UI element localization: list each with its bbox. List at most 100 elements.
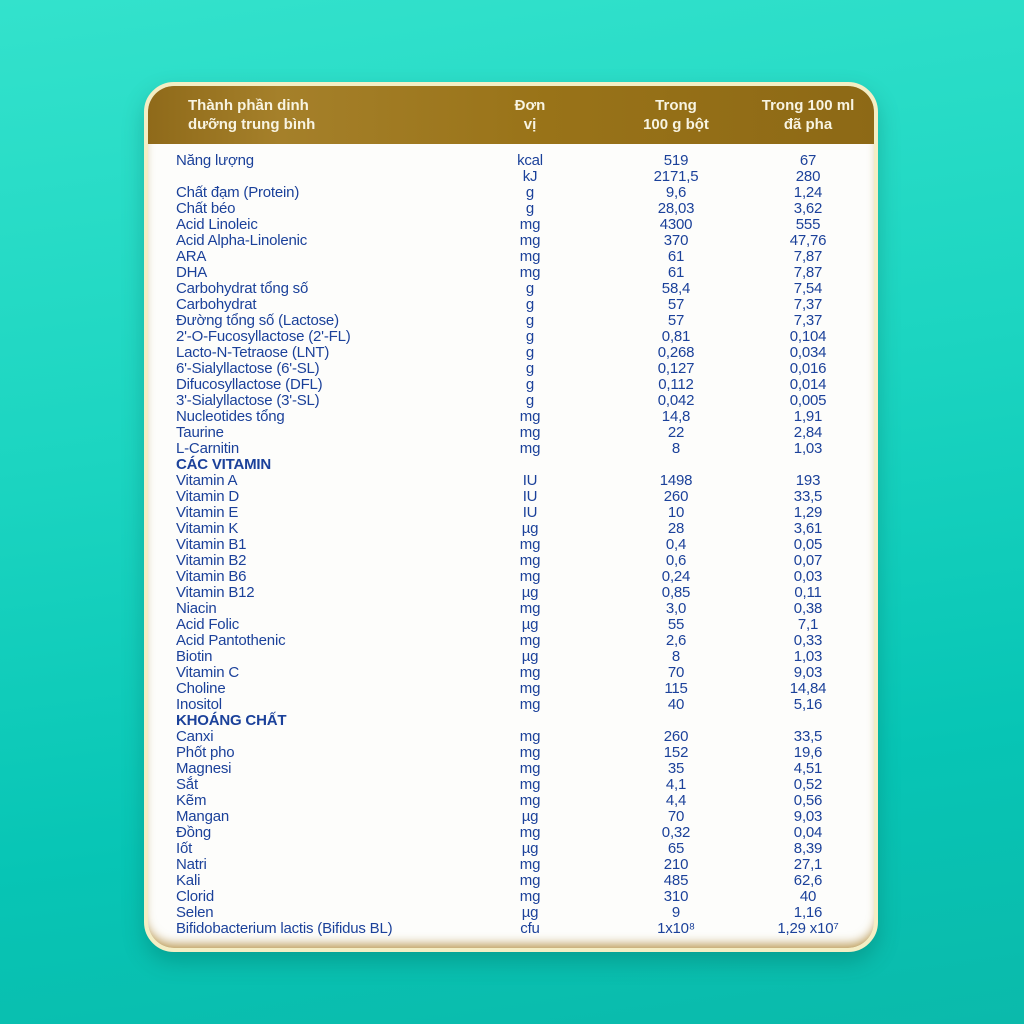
per-100ml-value: 1,29 x10⁷ bbox=[777, 920, 839, 937]
unit-value: kJ bbox=[522, 168, 538, 185]
per-100ml-value: 4,51 bbox=[793, 760, 823, 777]
per-100ml-value: 0,38 bbox=[793, 600, 823, 617]
table-row: Lacto-N-Tetraose (LNT) g 0,268 0,034 bbox=[176, 345, 860, 361]
per-100g-value: 519 bbox=[663, 152, 689, 169]
per-100ml-value: 62,6 bbox=[793, 872, 823, 889]
unit-value: mg bbox=[519, 440, 541, 457]
nutrient-label: Vitamin K bbox=[176, 520, 239, 537]
unit-value: mg bbox=[519, 872, 541, 889]
unit-value: mg bbox=[519, 824, 541, 841]
table-row: Vitamin K µg 28 3,61 bbox=[176, 521, 860, 537]
table-row: Canxi mg 260 33,5 bbox=[176, 729, 860, 745]
unit-value: cfu bbox=[520, 920, 540, 937]
unit-value: mg bbox=[519, 888, 541, 905]
table-row: Difucosyllactose (DFL) g 0,112 0,014 bbox=[176, 377, 860, 393]
table-row: Inositol mg 40 5,16 bbox=[176, 697, 860, 713]
per-100g-value: 9 bbox=[671, 904, 681, 921]
unit-value: mg bbox=[519, 664, 541, 681]
unit-value: mg bbox=[519, 232, 541, 249]
per-100ml-value: 33,5 bbox=[793, 488, 823, 505]
per-100ml-value: 0,03 bbox=[793, 568, 823, 585]
table-row: Vitamin E IU 10 1,29 bbox=[176, 505, 860, 521]
nutrient-label: Vitamin B2 bbox=[176, 552, 247, 569]
per-100g-value: 4,1 bbox=[665, 776, 687, 793]
per-100g-value: 485 bbox=[663, 872, 689, 889]
per-100g-value: 1498 bbox=[659, 472, 693, 489]
table-row: Biotin µg 8 1,03 bbox=[176, 649, 860, 665]
unit-value: mg bbox=[519, 568, 541, 585]
table-row: KHOÁNG CHẤT bbox=[176, 713, 860, 729]
per-100ml-value: 1,03 bbox=[793, 648, 823, 665]
table-header-row: Thành phần dinh dưỡng trung bình Đơn vị … bbox=[148, 86, 874, 144]
per-100g-value: 0,81 bbox=[661, 328, 691, 345]
table-row: 3'-Sialyllactose (3'-SL) g 0,042 0,005 bbox=[176, 393, 860, 409]
nutrient-label: Phốt pho bbox=[176, 744, 235, 761]
per-100g-value: 57 bbox=[667, 296, 685, 313]
nutrient-label: Kali bbox=[176, 872, 201, 889]
unit-value: kcal bbox=[517, 152, 543, 169]
per-100ml-value: 5,16 bbox=[793, 696, 823, 713]
nutrient-label: Bifidobacterium lactis (Bifidus BL) bbox=[176, 920, 393, 937]
table-row: Acid Linoleic mg 4300 555 bbox=[176, 217, 860, 233]
per-100g-value: 22 bbox=[667, 424, 685, 441]
per-100g-value: 57 bbox=[667, 312, 685, 329]
nutrient-label: Difucosyllactose (DFL) bbox=[176, 376, 323, 393]
per-100ml-value: 0,04 bbox=[793, 824, 823, 841]
section-heading: CÁC VITAMIN bbox=[176, 456, 272, 473]
per-100g-value bbox=[596, 713, 756, 729]
per-100ml-value: 280 bbox=[795, 168, 821, 185]
unit-value: mg bbox=[519, 792, 541, 809]
nutrient-label: 3'-Sialyllactose (3'-SL) bbox=[176, 392, 320, 409]
per-100ml-value: 1,29 bbox=[793, 504, 823, 521]
table-row: Vitamin B2 mg 0,6 0,07 bbox=[176, 553, 860, 569]
table-row: DHA mg 61 7,87 bbox=[176, 265, 860, 281]
table-row: Phốt pho mg 152 19,6 bbox=[176, 745, 860, 761]
table-row: Năng lượng kcal 519 67 bbox=[176, 153, 860, 169]
nutrient-label: Vitamin B1 bbox=[176, 536, 247, 553]
per-100g-value: 0,112 bbox=[658, 376, 694, 393]
nutrient-label bbox=[176, 169, 464, 185]
nutrition-panel-card: Thành phần dinh dưỡng trung bình Đơn vị … bbox=[144, 82, 878, 952]
per-100g-value: 28,03 bbox=[657, 200, 695, 217]
table-row: 2'-O-Fucosyllactose (2'-FL) g 0,81 0,104 bbox=[176, 329, 860, 345]
per-100g-value: 70 bbox=[667, 808, 685, 825]
nutrient-label: Chất đạm (Protein) bbox=[176, 184, 300, 201]
per-100ml-value: 3,62 bbox=[793, 200, 823, 217]
table-row: Taurine mg 22 2,84 bbox=[176, 425, 860, 441]
table-row: Vitamin D IU 260 33,5 bbox=[176, 489, 860, 505]
per-100g-value: 9,6 bbox=[665, 184, 687, 201]
table-row: Magnesi mg 35 4,51 bbox=[176, 761, 860, 777]
nutrient-label: Niacin bbox=[176, 600, 217, 617]
per-100ml-value bbox=[756, 457, 860, 473]
unit-value: IU bbox=[522, 504, 538, 521]
per-100g-value: 0,268 bbox=[657, 344, 695, 361]
per-100g-value: 8 bbox=[671, 648, 681, 665]
nutrient-label: Canxi bbox=[176, 728, 214, 745]
nutrient-label: Inositol bbox=[176, 696, 222, 713]
per-100ml-value: 7,37 bbox=[793, 296, 823, 313]
table-row: Chất đạm (Protein) g 9,6 1,24 bbox=[176, 185, 860, 201]
unit-value bbox=[464, 457, 596, 473]
header-per-100g-column: Trong 100 g bột bbox=[643, 97, 709, 133]
per-100g-value: 14,8 bbox=[661, 408, 691, 425]
nutrient-label: Acid Linoleic bbox=[176, 216, 258, 233]
nutrient-label: Vitamin B12 bbox=[176, 584, 255, 601]
nutrient-label: L-Carnitin bbox=[176, 440, 240, 457]
unit-value: µg bbox=[521, 648, 539, 665]
per-100ml-value: 19,6 bbox=[793, 744, 823, 761]
per-100ml-value: 1,24 bbox=[793, 184, 823, 201]
table-row: 6'-Sialyllactose (6'-SL) g 0,127 0,016 bbox=[176, 361, 860, 377]
per-100ml-value: 7,1 bbox=[797, 616, 819, 633]
per-100g-value: 260 bbox=[663, 728, 689, 745]
table-row: Đồng mg 0,32 0,04 bbox=[176, 825, 860, 841]
per-100ml-value: 9,03 bbox=[793, 664, 823, 681]
unit-value: mg bbox=[519, 216, 541, 233]
nutrient-label: Kẽm bbox=[176, 792, 207, 809]
nutrient-label: Carbohydrat tổng số bbox=[176, 280, 309, 297]
nutrient-label: Choline bbox=[176, 680, 226, 697]
unit-value: g bbox=[525, 296, 535, 313]
per-100ml-value: 0,07 bbox=[793, 552, 823, 569]
table-row: Vitamin B12 µg 0,85 0,11 bbox=[176, 585, 860, 601]
table-row: Acid Folic µg 55 7,1 bbox=[176, 617, 860, 633]
per-100ml-value: 0,104 bbox=[789, 328, 827, 345]
